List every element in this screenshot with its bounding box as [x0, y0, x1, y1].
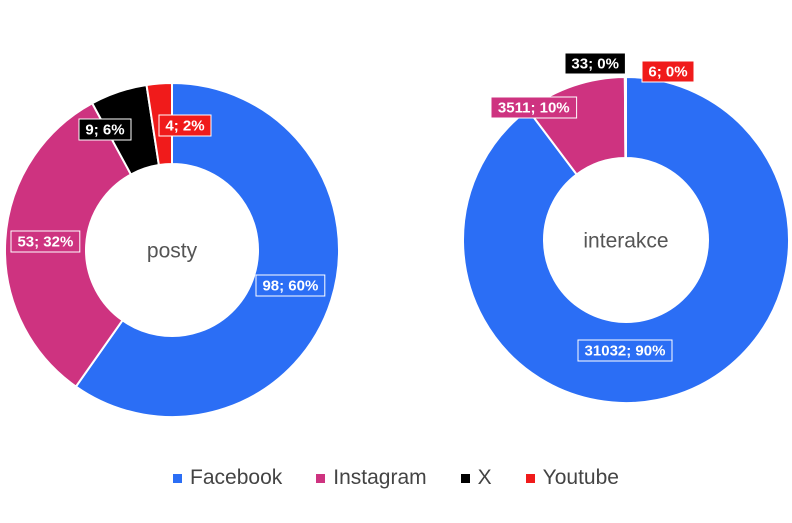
- legend-label-x: X: [477, 466, 492, 489]
- data-label-x-posty: 9; 6%: [78, 118, 132, 141]
- center-label-interakce: interakce: [583, 230, 668, 253]
- data-label-box: [641, 60, 695, 83]
- data-label-box: [564, 52, 626, 75]
- data-label-youtube-posty: 4; 2%: [158, 114, 212, 137]
- data-label-instagram-posty: 53; 32%: [10, 230, 81, 253]
- legend-item-facebook[interactable]: Facebook: [173, 466, 282, 490]
- legend: Facebook Instagram X Youtube: [0, 466, 792, 490]
- data-label-box: [577, 339, 673, 362]
- donut-chart-interakce: interakce 31032; 90% 3511; 10% 33; 0% 6; 0%: [462, 52, 790, 404]
- data-label-box: [10, 230, 81, 253]
- legend-item-x[interactable]: X: [460, 466, 492, 490]
- data-label-facebook-interakce: 31032; 90%: [577, 339, 673, 362]
- data-label-text: 9; 6%: [85, 121, 124, 138]
- legend-label-instagram: Instagram: [333, 466, 427, 489]
- data-label-box: [78, 118, 132, 141]
- data-label-box: [255, 274, 326, 297]
- data-label-facebook-posty: 98; 60%: [255, 274, 326, 297]
- legend-label-youtube: Youtube: [542, 466, 619, 489]
- slice-facebook-posty[interactable]: [74, 81, 340, 418]
- legend-swatch-youtube: [525, 473, 535, 483]
- legend-swatch-facebook: [173, 473, 183, 483]
- data-label-box: [158, 114, 212, 137]
- slice-facebook-interakce[interactable]: [462, 75, 790, 404]
- data-label-text: 33; 0%: [571, 55, 619, 72]
- center-label-posty: posty: [147, 240, 198, 263]
- data-label-text: 31032; 90%: [585, 342, 666, 359]
- data-label-box: [490, 96, 578, 119]
- data-label-youtube-interakce: 6; 0%: [641, 60, 695, 83]
- data-label-instagram-interakce: 3511; 10%: [490, 96, 578, 119]
- legend-item-instagram[interactable]: Instagram: [316, 466, 427, 490]
- legend-label-facebook: Facebook: [190, 466, 283, 489]
- data-label-text: 98; 60%: [262, 277, 318, 294]
- data-label-text: 3511; 10%: [498, 99, 570, 116]
- data-label-text: 6; 0%: [648, 63, 687, 80]
- donut-charts: posty 98; 60% 53; 32% 9; 6% 4; 2% interakce 31…: [4, 52, 790, 418]
- data-label-x-interakce: 33; 0%: [564, 52, 626, 75]
- data-label-text: 4; 2%: [165, 117, 204, 134]
- data-label-text: 53; 32%: [17, 233, 73, 250]
- donut-chart-posty: posty 98; 60% 53; 32% 9; 6% 4; 2%: [4, 81, 340, 418]
- legend-swatch-instagram: [316, 473, 326, 483]
- legend-swatch-x: [460, 473, 470, 483]
- legend-item-youtube[interactable]: Youtube: [525, 466, 619, 490]
